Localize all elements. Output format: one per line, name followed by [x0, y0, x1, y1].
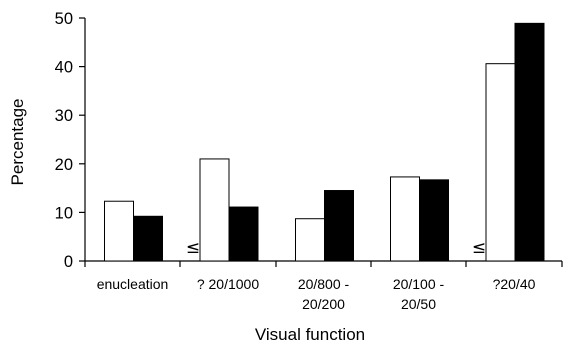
x-tick-label: 20/50 — [401, 296, 436, 312]
y-tick-label: 10 — [55, 204, 73, 222]
x-axis-title: Visual function — [255, 325, 365, 344]
bar-white — [104, 200, 134, 262]
y-axis: 0 10 20 30 40 50 — [55, 10, 86, 271]
y-tick-label: 20 — [55, 156, 73, 174]
y-tick-label: 50 — [55, 10, 73, 28]
bar-black — [419, 179, 449, 262]
y-tick-label: 30 — [55, 107, 73, 125]
annotation-leq: ≤ — [472, 238, 486, 258]
bar-black — [324, 190, 354, 262]
annotations: ≤ ≤ — [186, 238, 486, 258]
bar-white — [485, 63, 516, 262]
x-tick-label: ? 20/1000 — [197, 276, 259, 292]
y-axis-title: Percentage — [8, 99, 27, 186]
x-tick-label: ?20/40 — [493, 276, 536, 292]
bar-black — [514, 22, 545, 262]
x-tick-label: 20/200 — [302, 296, 345, 312]
annotation-leq: ≤ — [186, 238, 200, 258]
bars — [104, 22, 545, 262]
bar-white — [390, 176, 420, 262]
bar-white — [199, 158, 230, 262]
bar-black — [133, 215, 163, 262]
y-tick-label: 40 — [55, 59, 73, 77]
x-tick-label: 20/800 - — [298, 276, 350, 292]
y-tick-label: 0 — [64, 253, 73, 271]
x-tick-label: 20/100 - — [393, 276, 445, 292]
bar-white — [295, 218, 325, 262]
x-axis: enucleation ? 20/1000 20/800 - 20/200 20/100… — [84, 260, 563, 312]
bar-black — [228, 206, 259, 262]
x-tick-label: enucleation — [97, 276, 169, 292]
